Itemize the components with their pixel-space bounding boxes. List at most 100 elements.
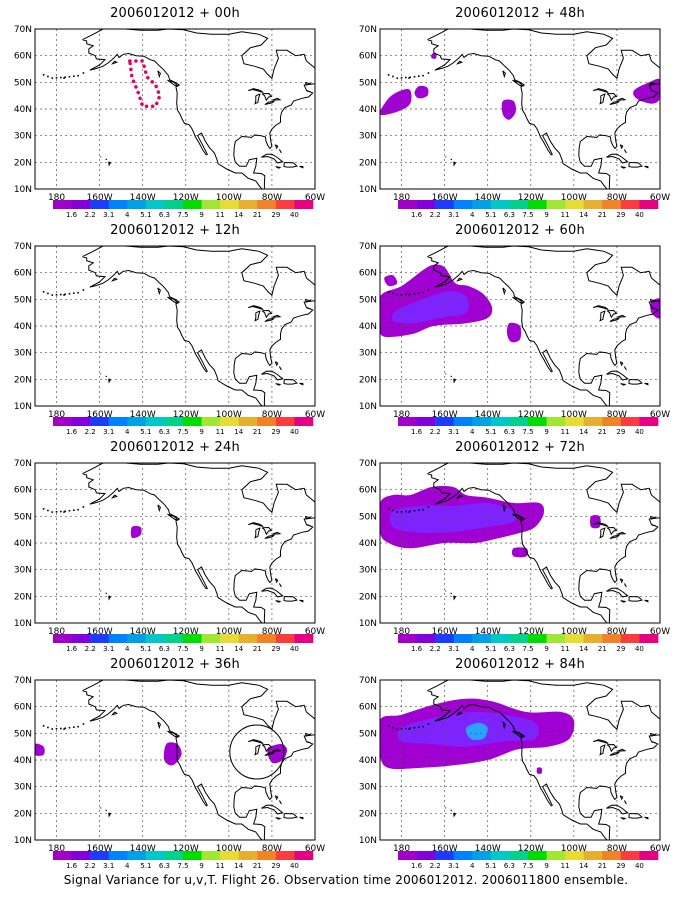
- colorbar-swatch: [620, 634, 640, 643]
- colorbar-swatch: [164, 200, 184, 209]
- panel-title: 2006012012 + 60h: [455, 223, 585, 238]
- colorbar-swatch: [509, 851, 529, 860]
- variance-contour: [431, 52, 437, 59]
- colorbar-swatch: [238, 634, 258, 643]
- latitude-label: 10N: [359, 185, 377, 195]
- colorbar-swatch: [472, 634, 492, 643]
- coastline: [427, 463, 660, 623]
- coastline: [427, 29, 660, 189]
- colorbar-label: 5.1: [485, 211, 496, 219]
- colorbar-swatch: [294, 851, 314, 860]
- colorbar-swatch: [164, 851, 184, 860]
- latitude-label: 70N: [14, 25, 32, 35]
- longitude-label: 180: [48, 844, 65, 854]
- colorbar-label: 5.1: [140, 862, 151, 870]
- colorbar-swatch: [620, 851, 640, 860]
- map-panel: 2006012012 + 84h 70N 60N 50N 40N 30N 20N 10N 180…: [350, 657, 670, 870]
- colorbar-swatch: [398, 634, 417, 643]
- latitude-label: 20N: [14, 375, 32, 385]
- colorbar-label: 5.1: [140, 645, 151, 653]
- colorbar-label: 11: [561, 862, 570, 870]
- colorbar-label: 40: [635, 645, 644, 653]
- colorbar-label: 1.6: [411, 428, 423, 436]
- colorbar-label: 3.1: [103, 211, 114, 219]
- latitude-label: 40N: [14, 322, 32, 332]
- colorbar-swatch: [565, 200, 585, 209]
- latitude-label: 20N: [14, 592, 32, 602]
- colorbar-label: 1.6: [411, 862, 423, 870]
- colorbar-swatch: [453, 417, 473, 426]
- variance-contour: [384, 275, 398, 287]
- latitude-label: 40N: [14, 105, 32, 115]
- colorbar-swatch: [71, 634, 91, 643]
- coastline: [82, 246, 315, 406]
- latitude-label: 30N: [14, 349, 32, 359]
- colorbar-swatch: [583, 417, 603, 426]
- colorbar-label: 14: [579, 428, 588, 436]
- colorbar-swatch: [90, 634, 110, 643]
- colorbar-label: 9: [199, 645, 203, 653]
- colorbar-swatch: [416, 417, 436, 426]
- map-panel: 2006012012 + 36h 70N 60N 50N 40N 30N 20N 10N 180…: [5, 657, 325, 870]
- variance-contour: [414, 85, 429, 99]
- colorbar-swatch: [145, 200, 165, 209]
- colorbar-label: 11: [216, 211, 225, 219]
- colorbar-swatch: [602, 634, 622, 643]
- colorbar-swatch: [453, 851, 473, 860]
- colorbar-label: 3.1: [103, 862, 114, 870]
- panel-title: 2006012012 + 84h: [455, 657, 585, 672]
- longitude-label: 80W: [607, 193, 627, 203]
- latitude-label: 30N: [359, 566, 377, 576]
- latitude-label: 30N: [359, 349, 377, 359]
- colorbar-swatch: [509, 634, 529, 643]
- variance-contour: [465, 722, 488, 740]
- colorbar-swatch: [183, 851, 202, 860]
- panel-title: 2006012012 + 48h: [455, 6, 585, 21]
- variance-contour: [536, 767, 543, 774]
- longitude-label: 140W: [475, 627, 501, 637]
- colorbar-label: 40: [290, 428, 299, 436]
- longitude-label: 120W: [518, 410, 544, 420]
- colorbar-swatch: [108, 417, 128, 426]
- map-panel: 2006012012 + 72h 70N 60N 50N 40N 30N 20N 10N 180…: [350, 440, 670, 653]
- colorbar-swatch: [398, 200, 417, 209]
- latitude-label: 10N: [359, 619, 377, 629]
- variance-contour: [130, 525, 142, 539]
- colorbar-label: 11: [561, 211, 570, 219]
- colorbar-swatch: [620, 200, 640, 209]
- colorbar-label: 4: [470, 862, 475, 870]
- colorbar-swatch: [416, 200, 436, 209]
- colorbar-label: 5.1: [485, 645, 496, 653]
- colorbar-label: 2.2: [85, 428, 96, 436]
- latitude-label: 40N: [14, 539, 32, 549]
- colorbar-label: 21: [598, 428, 607, 436]
- colorbar-label: 29: [616, 211, 625, 219]
- colorbar-swatch: [127, 200, 147, 209]
- colorbar-swatch: [398, 417, 417, 426]
- longitude-label: 180: [393, 627, 410, 637]
- coastline: [427, 680, 660, 840]
- colorbar-label: 40: [635, 428, 644, 436]
- colorbar-swatch: [416, 851, 436, 860]
- panel-title: 2006012012 + 12h: [110, 223, 240, 238]
- latitude-label: 60N: [359, 703, 377, 713]
- colorbar-label: 14: [579, 862, 588, 870]
- latitude-label: 50N: [359, 512, 377, 522]
- colorbar-swatch: [490, 634, 510, 643]
- colorbar-swatch: [145, 417, 165, 426]
- colorbar-label: 1.6: [411, 211, 423, 219]
- map-panel: 2006012012 + 00h 70N 60N 50N 40N 30N 20N 10N 180…: [5, 6, 325, 219]
- colorbar-label: 6.3: [159, 645, 170, 653]
- colorbar-swatch: [71, 417, 91, 426]
- longitude-label: 160W: [432, 410, 458, 420]
- variance-contour: [380, 88, 412, 116]
- colorbar-label: 29: [271, 428, 280, 436]
- latitude-label: 70N: [359, 459, 377, 469]
- latitude-label: 50N: [14, 78, 32, 88]
- colorbar-label: 3.1: [103, 428, 114, 436]
- latitude-label: 70N: [359, 242, 377, 252]
- longitude-label: 120W: [173, 193, 199, 203]
- longitude-label: 60W: [305, 627, 325, 637]
- colorbar-swatch: [238, 417, 258, 426]
- colorbar-swatch: [583, 851, 603, 860]
